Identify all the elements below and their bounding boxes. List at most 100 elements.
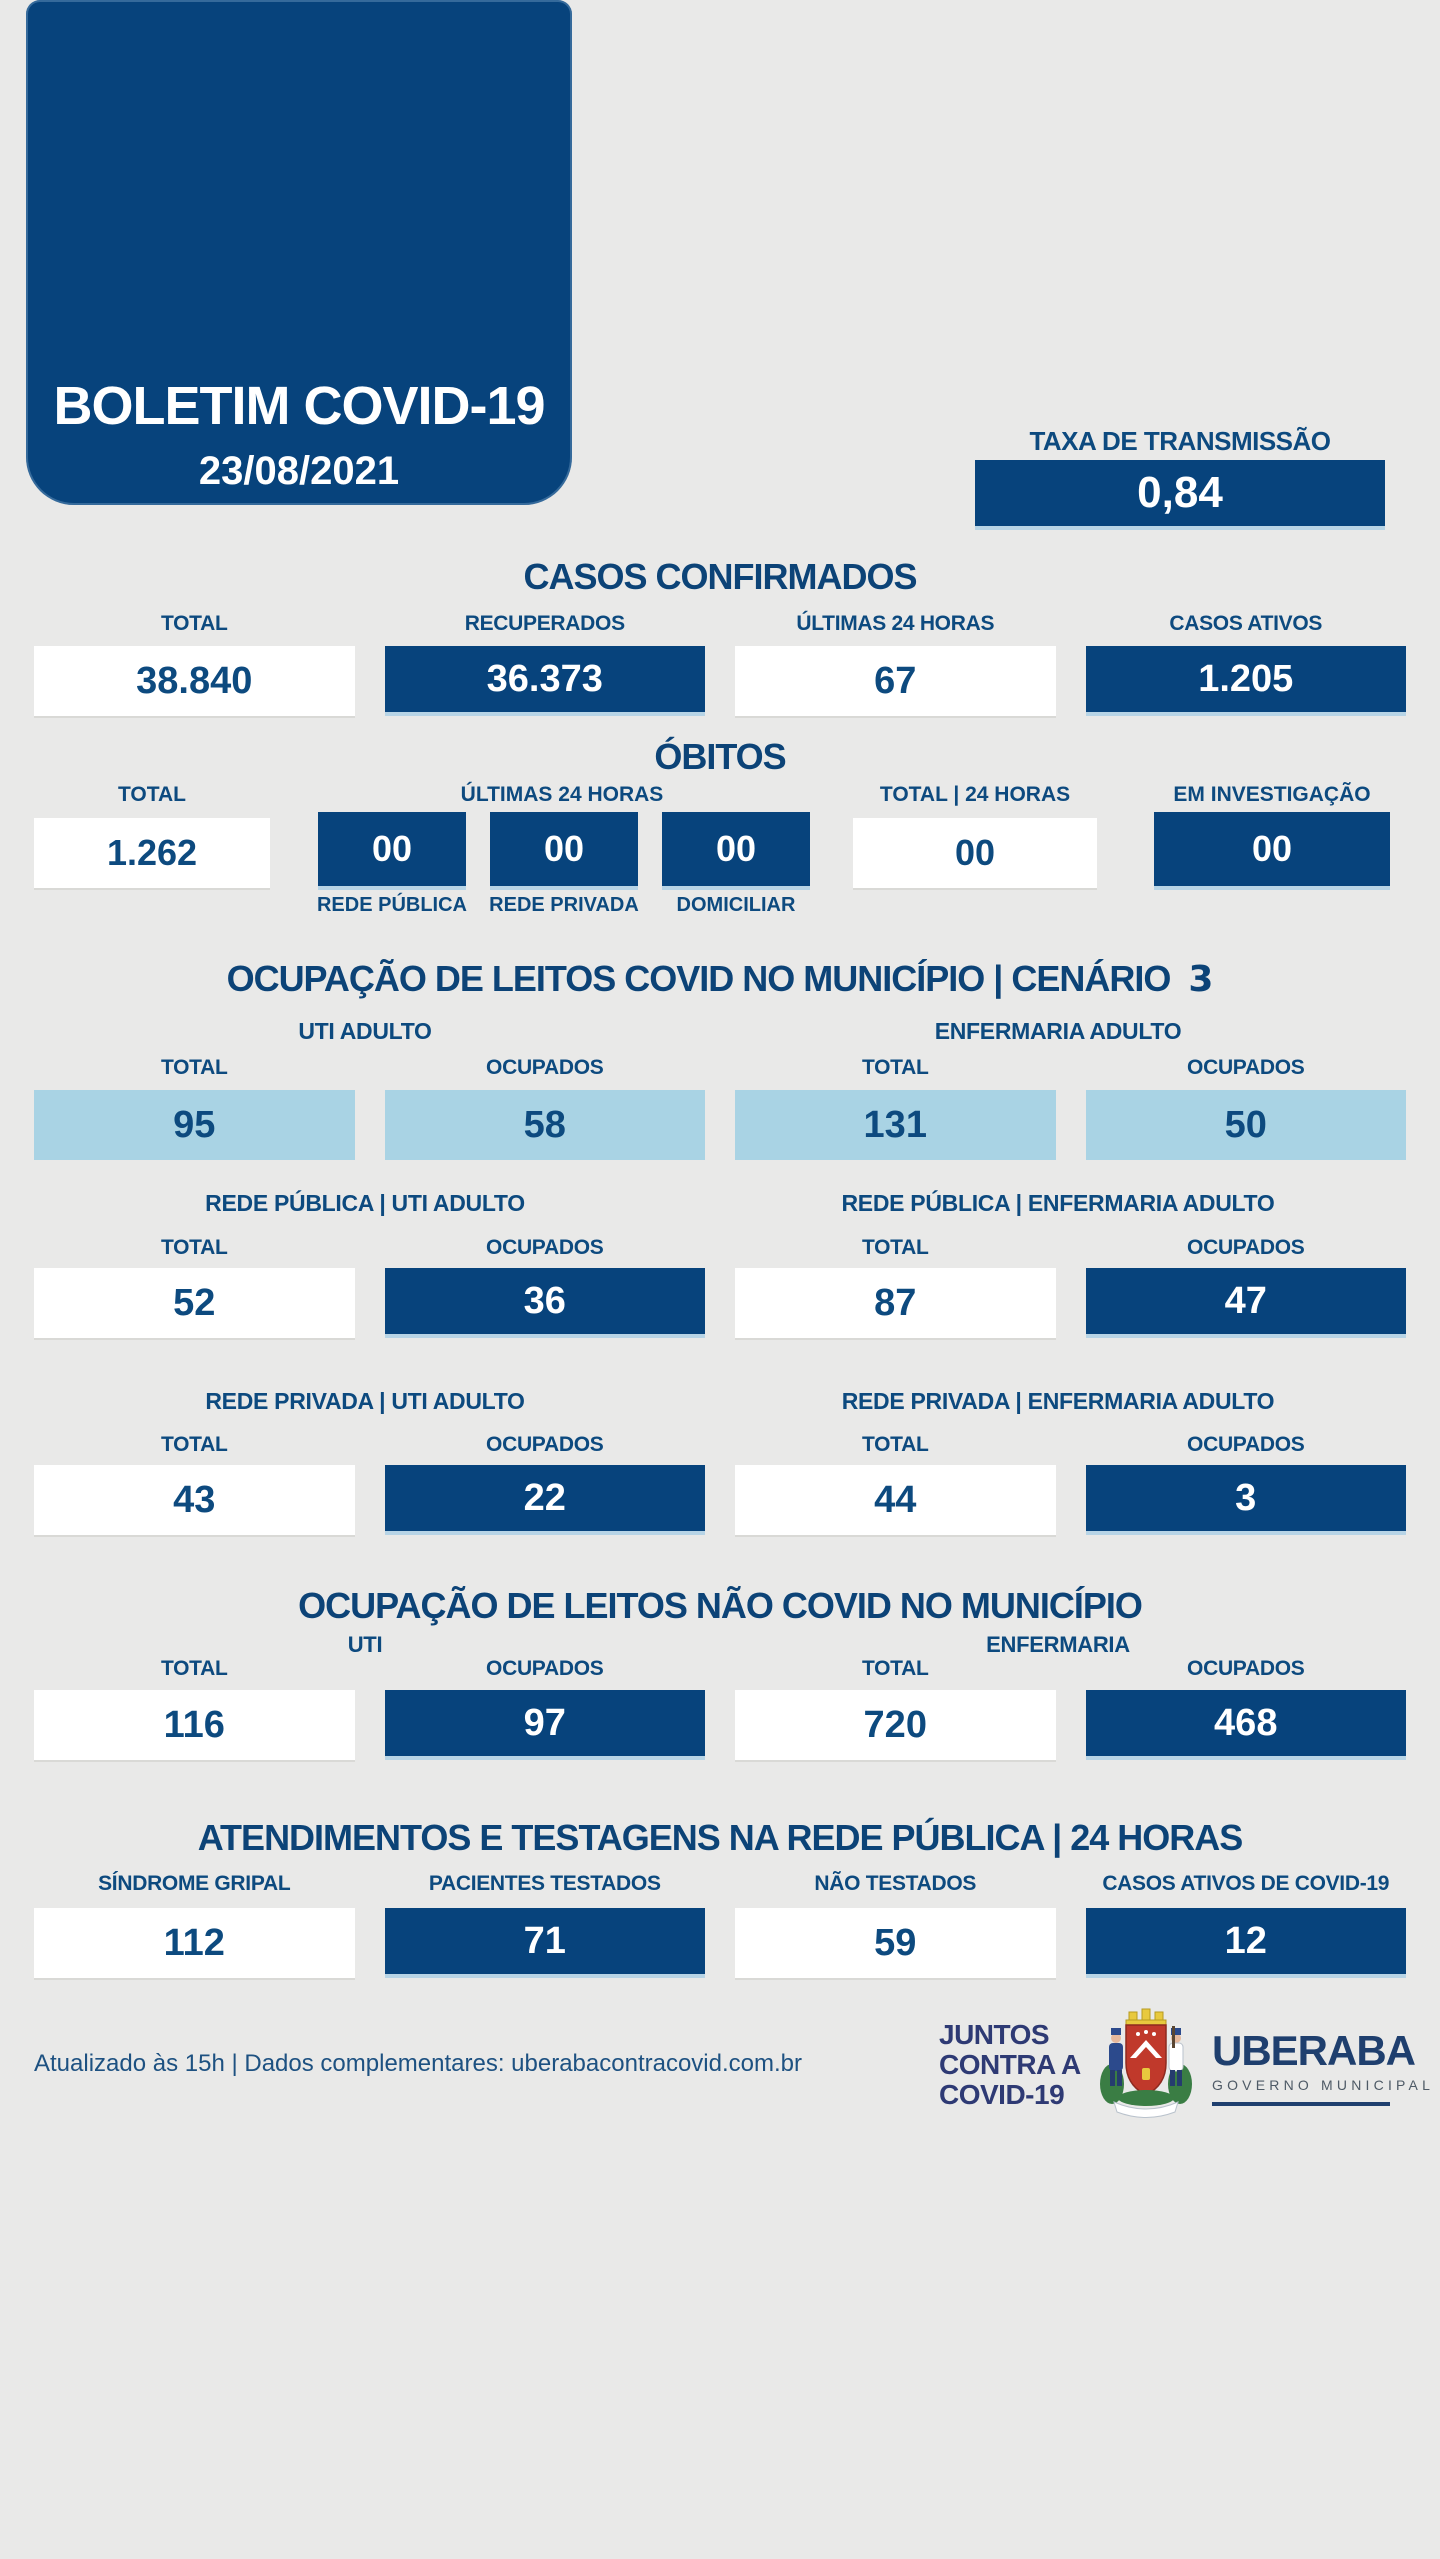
non-covid-uti-group-label: UTI	[347, 1632, 383, 1657]
public-uti-row-label: REDE PÚBLICA | UTI ADULTO	[205, 1190, 525, 1216]
private-enf-row-label: REDE PRIVADA | ENFERMARIA ADULTO	[841, 1388, 1275, 1414]
deaths-public-network-sublabel: REDE PÚBLICA	[316, 894, 467, 916]
campaign-logo: JUNTOS CONTRA A COVID-19	[939, 2020, 1081, 2110]
confirmed-total-value: 38.840	[34, 646, 355, 716]
covid-beds-title: OCUPAÇÃO DE LEITOS COVID NO MUNICÍPIO | …	[0, 958, 1440, 1000]
covid-enf-occupied-label: OCUPADOS	[1187, 1056, 1305, 1079]
uberaba-coat-of-arms-icon	[1100, 2008, 1192, 2118]
transmission-rate-value: 0,84	[1137, 468, 1223, 517]
non-covid-enf-total-label: TOTAL	[861, 1657, 929, 1680]
deaths-title: ÓBITOS	[654, 736, 786, 777]
confirmed-cases-title: CASOS CONFIRMADOS	[523, 556, 917, 597]
public-enf-occupied-value: 47	[1085, 1268, 1406, 1338]
private-uti-row-label: REDE PRIVADA | UTI ADULTO	[205, 1388, 525, 1414]
confirmed-active-value: 1.205	[1085, 646, 1406, 716]
flu-syndrome-label: SÍNDROME GRIPAL	[98, 1872, 291, 1895]
private-uti-total-label: TOTAL	[160, 1433, 228, 1456]
deaths-total24-value: 00	[853, 818, 1097, 888]
public-row-labels: TOTAL OCUPADOS TOTAL OCUPADOS	[0, 1236, 1440, 1260]
non-covid-uti-occupied-label: OCUPADOS	[486, 1657, 604, 1680]
flu-syndrome-value: 112	[34, 1908, 355, 1978]
private-uti-occupied-label: OCUPADOS	[486, 1433, 604, 1456]
government-subtitle: GOVERNO MUNICIPAL	[1212, 2077, 1435, 2093]
government-name: UBERABA	[1212, 2027, 1416, 2074]
private-row-labels: TOTAL OCUPADOS TOTAL OCUPADOS	[0, 1433, 1440, 1457]
public-enf-total-value: 87	[735, 1268, 1056, 1338]
covid-enfermaria-adult-group-label: ENFERMARIA ADULTO	[934, 1018, 1182, 1044]
non-covid-enf-group-label: ENFERMARIA	[986, 1632, 1130, 1657]
confirmed-recovered-value: 36.373	[384, 646, 705, 716]
covid-beds-labels: TOTAL OCUPADOS TOTAL OCUPADOS	[0, 1056, 1440, 1080]
deaths-last24-label: ÚLTIMAS 24 HORAS	[460, 783, 664, 806]
government-logo-rule	[1212, 2102, 1390, 2106]
private-enf-total-label: TOTAL	[861, 1433, 929, 1456]
non-covid-uti-total-label: TOTAL	[160, 1657, 228, 1680]
deaths-private-network-sublabel: REDE PRIVADA	[489, 894, 639, 916]
confirmed-active-label: CASOS ATIVOS	[1169, 612, 1323, 635]
public-enf-row-label: REDE PÚBLICA | ENFERMARIA ADULTO	[841, 1190, 1275, 1216]
deaths-private-network-value: 00	[490, 812, 638, 890]
covid-beds-values: 95 58 131 50	[0, 1090, 1440, 1160]
patients-tested-value: 71	[384, 1908, 705, 1978]
private-uti-total-value: 43	[34, 1465, 355, 1535]
non-covid-enf-occupied-value: 468	[1085, 1690, 1406, 1760]
campaign-line-1: JUNTOS	[939, 2019, 1050, 2050]
private-uti-occupied-value: 22	[384, 1465, 705, 1535]
non-covid-enf-occupied-label: OCUPADOS	[1187, 1657, 1305, 1680]
private-enf-total-value: 44	[735, 1465, 1056, 1535]
active-covid-cases-label: CASOS ATIVOS DE COVID-19	[1102, 1872, 1390, 1895]
public-row-values: 52 36 87 47	[0, 1268, 1440, 1338]
deaths-total24-label: TOTAL | 24 HORAS	[879, 783, 1071, 806]
non-covid-uti-occupied-value: 97	[384, 1690, 705, 1760]
public-enf-total-label: TOTAL	[861, 1236, 929, 1259]
non-covid-beds-title: OCUPAÇÃO DE LEITOS NÃO COVID NO MUNICÍPI…	[298, 1585, 1143, 1626]
deaths-home-value: 00	[662, 812, 810, 890]
patients-tested-label: PACIENTES TESTADOS	[428, 1872, 661, 1895]
non-covid-uti-total-value: 116	[34, 1690, 355, 1760]
bulletin-date: 23/08/2021	[198, 449, 400, 493]
covid-beds-scenario-number: 3	[1188, 959, 1214, 1000]
not-tested-value: 59	[735, 1908, 1056, 1978]
confirmed-cases-labels: TOTAL RECUPERADOS ÚLTIMAS 24 HORAS CASOS…	[0, 612, 1440, 636]
private-enf-occupied-value: 3	[1085, 1465, 1406, 1535]
public-uti-occupied-value: 36	[384, 1268, 705, 1338]
public-uti-total-label: TOTAL	[160, 1236, 228, 1259]
attendance-title: ATENDIMENTOS E TESTAGENS NA REDE PÚBLICA…	[197, 1817, 1244, 1858]
deaths-investigation-value: 00	[1154, 812, 1390, 890]
covid-beds-title-text: OCUPAÇÃO DE LEITOS COVID NO MUNICÍPIO | …	[226, 958, 1172, 999]
public-uti-occupied-label: OCUPADOS	[486, 1236, 604, 1259]
confirmed-last24-value: 67	[735, 646, 1056, 716]
covid-enf-total-value: 131	[735, 1090, 1056, 1160]
public-uti-total-value: 52	[34, 1268, 355, 1338]
confirmed-total-label: TOTAL	[160, 612, 228, 635]
not-tested-label: NÃO TESTADOS	[814, 1872, 977, 1895]
header-box: BOLETIM COVID-19 23/08/2021	[26, 0, 572, 505]
private-enf-occupied-label: OCUPADOS	[1187, 1433, 1305, 1456]
update-note: Atualizado às 15h | Dados complementares…	[34, 2050, 802, 2077]
public-enf-occupied-label: OCUPADOS	[1187, 1236, 1305, 1259]
deaths-total-label: TOTAL	[117, 783, 187, 806]
covid-uti-occupied-label: OCUPADOS	[486, 1056, 604, 1079]
transmission-rate-box: 0,84	[975, 460, 1385, 530]
attendance-values: 112 71 59 12	[0, 1908, 1440, 1978]
covid-uti-occupied-value: 58	[384, 1090, 705, 1160]
deaths-total-value: 1.262	[34, 818, 270, 888]
campaign-line-2: CONTRA A	[939, 2048, 1081, 2080]
covid-enf-total-label: TOTAL	[861, 1056, 929, 1079]
non-covid-labels: TOTAL OCUPADOS TOTAL OCUPADOS	[0, 1657, 1440, 1681]
campaign-line-3: COVID-19	[939, 2078, 1065, 2110]
deaths-public-network-value: 00	[318, 812, 466, 890]
covid-uti-total-label: TOTAL	[160, 1056, 228, 1079]
government-logo: UBERABA GOVERNO MUNICIPAL	[1212, 2027, 1435, 2106]
confirmed-recovered-label: RECUPERADOS	[464, 612, 625, 635]
covid-enf-occupied-value: 50	[1085, 1090, 1406, 1160]
private-row-values: 43 22 44 3	[0, 1465, 1440, 1535]
deaths-home-sublabel: DOMICILIAR	[676, 894, 796, 916]
attendance-labels: SÍNDROME GRIPAL PACIENTES TESTADOS NÃO T…	[0, 1872, 1440, 1896]
non-covid-values: 116 97 720 468	[0, 1690, 1440, 1760]
confirmed-last24-label: ÚLTIMAS 24 HORAS	[796, 612, 995, 635]
bulletin-title: BOLETIM COVID-19	[53, 376, 545, 436]
confirmed-cases-values: 38.840 36.373 67 1.205	[0, 646, 1440, 716]
covid-uti-adult-group-label: UTI ADULTO	[298, 1018, 432, 1044]
